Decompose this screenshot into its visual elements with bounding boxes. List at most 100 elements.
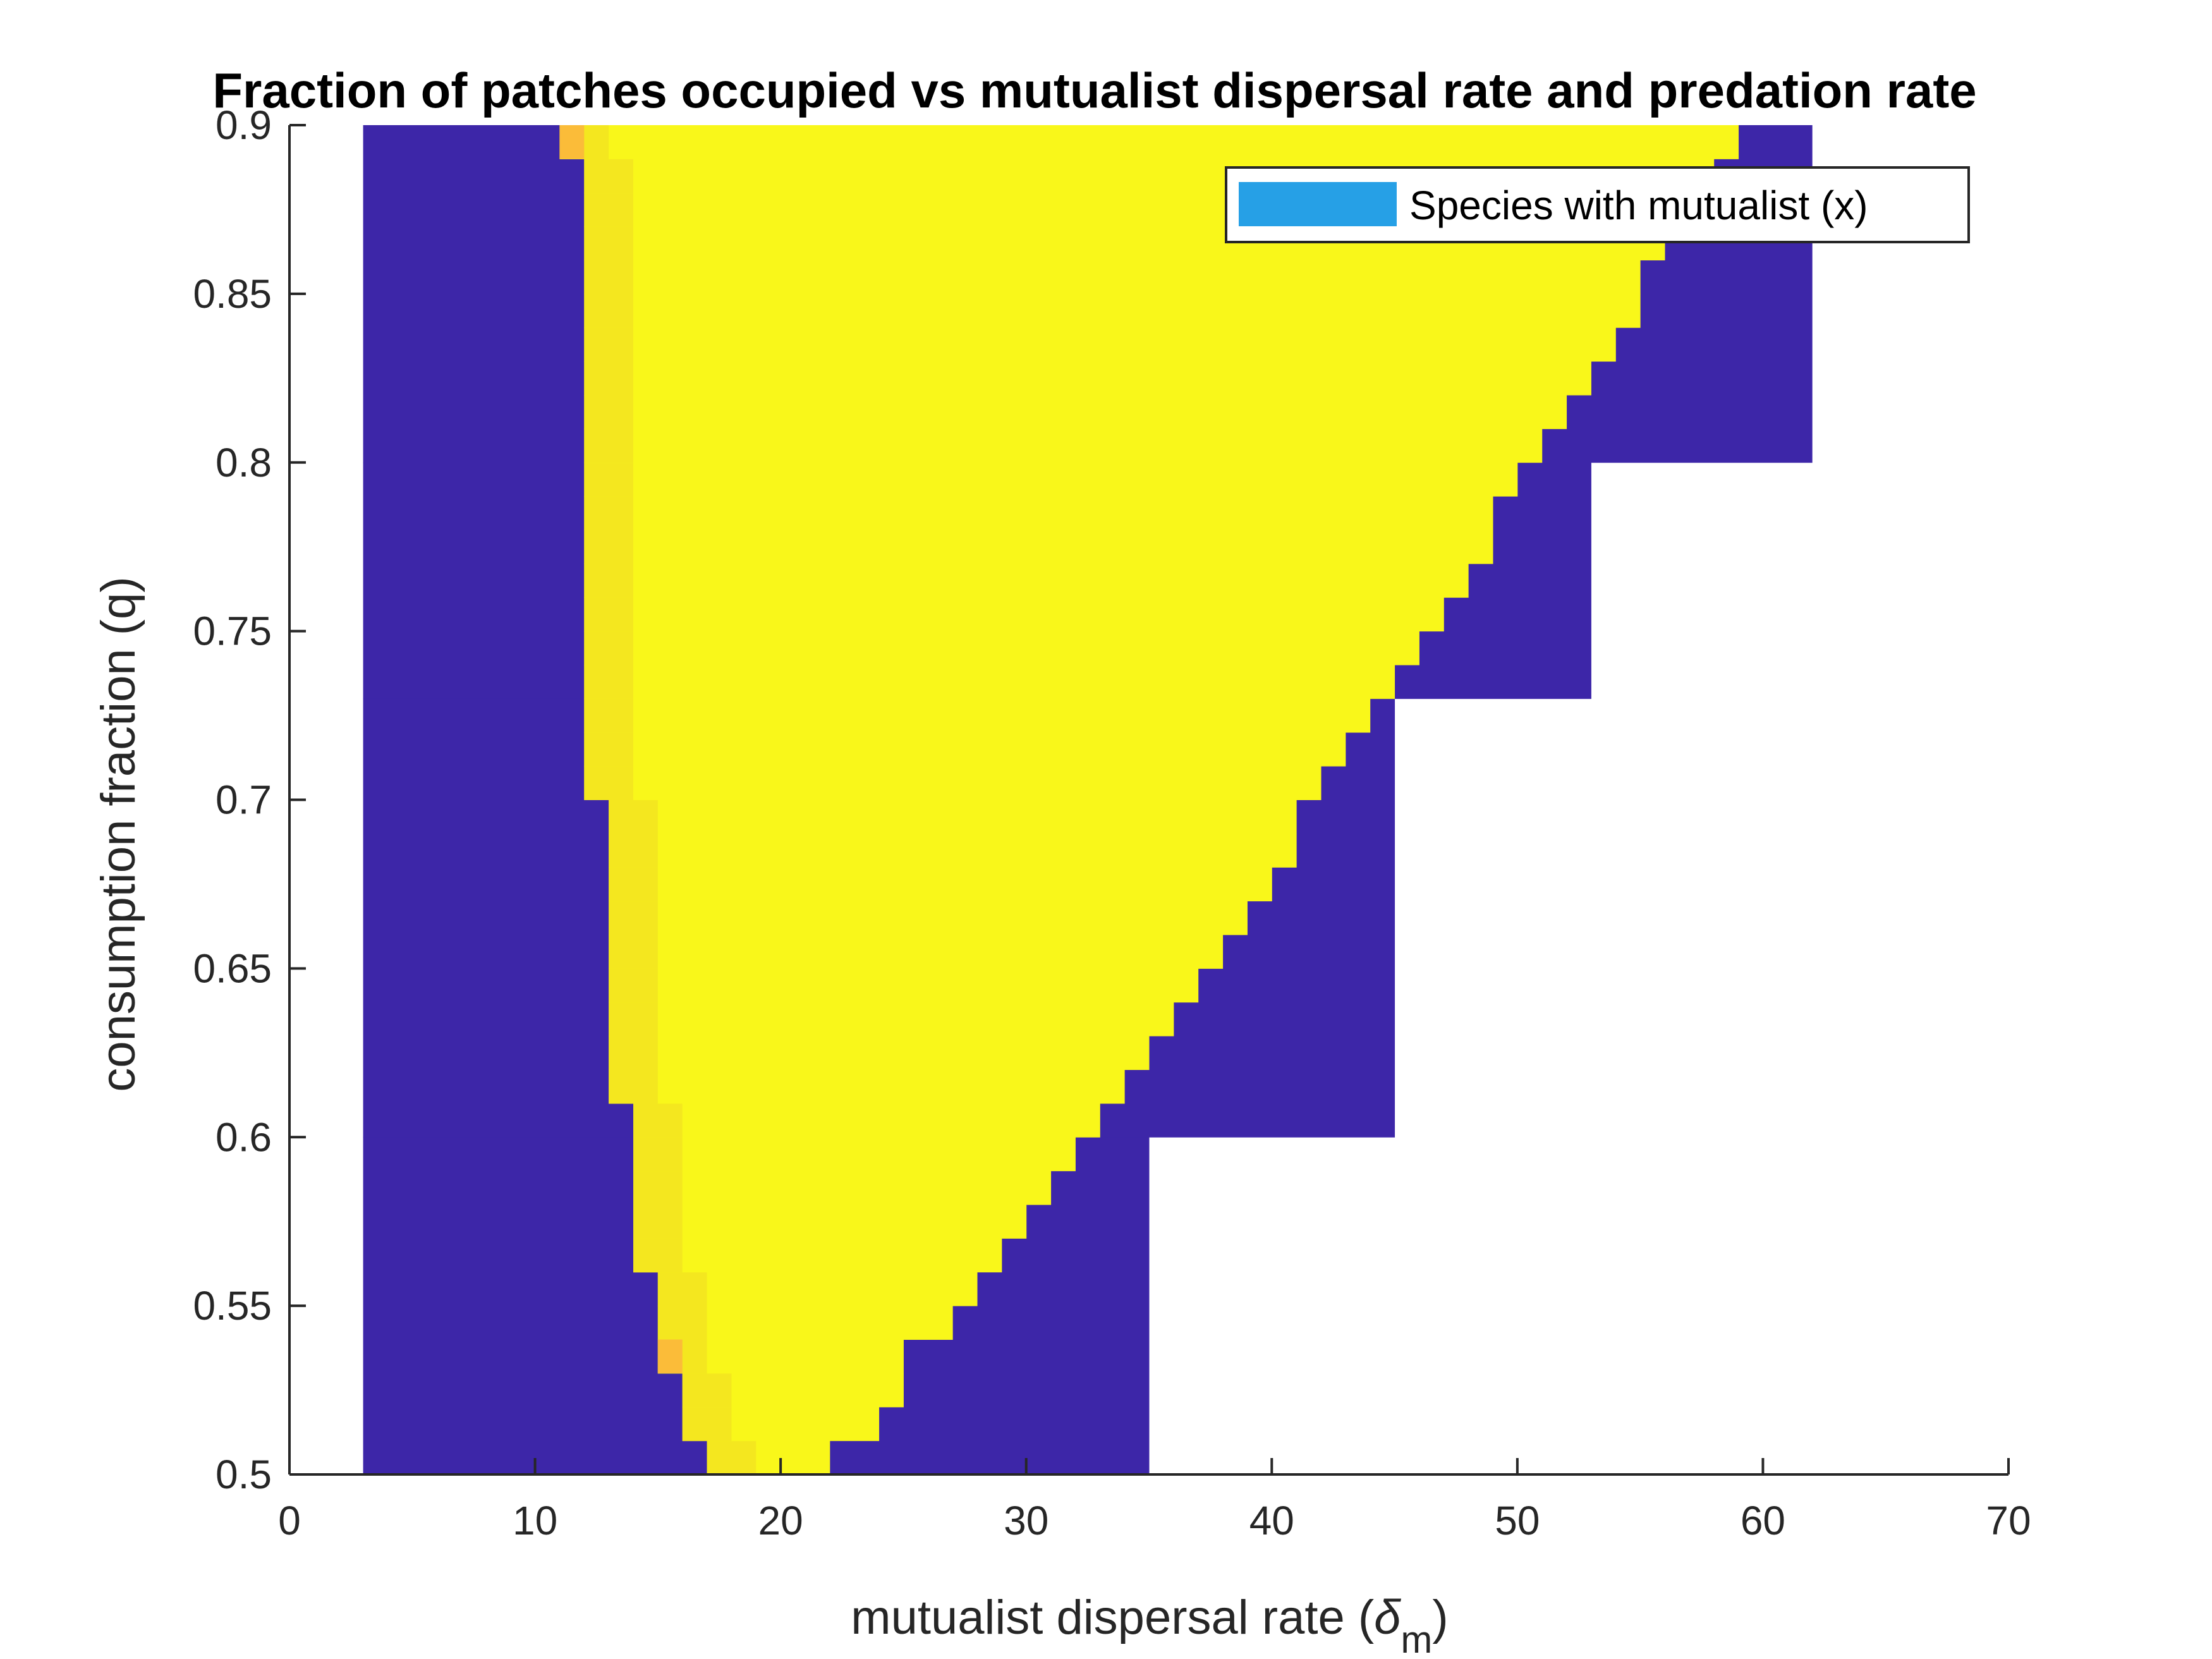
y-tick-label: 0.7 <box>216 777 272 823</box>
heatmap-cell-near-one <box>609 935 658 969</box>
heatmap-cell-near-one <box>657 1306 707 1340</box>
heatmap-row-occupied <box>609 1069 1125 1104</box>
heatmap-row-occupied <box>633 1205 1027 1239</box>
x-axis-label-subscript: m <box>1401 1619 1432 1659</box>
heatmap-cell-near-one <box>584 665 633 699</box>
heatmap-cell-near-one <box>682 1407 732 1442</box>
heatmap-cell-near-one <box>609 867 658 902</box>
heatmap-cell-near-one <box>584 226 633 260</box>
x-axis-label-symbol: δ <box>1374 1591 1401 1644</box>
heatmap-cell-near-one <box>584 563 633 598</box>
x-tick-label: 40 <box>1249 1498 1294 1543</box>
heatmap-cell-near-one <box>633 1103 683 1138</box>
heatmap-row-occupied <box>609 901 1248 935</box>
heatmap-row-occupied <box>584 597 1444 632</box>
heatmap-row-occupied <box>584 631 1419 665</box>
heatmap-cell-near-one <box>584 732 633 767</box>
heatmap-cell-near-one <box>633 1238 683 1273</box>
heatmap-row-occupied <box>584 698 1371 733</box>
chart-title: Fraction of patches occupied vs mutualis… <box>212 63 1976 118</box>
heatmap-cell-near-one <box>609 901 658 935</box>
heatmap-row-occupied <box>584 361 1591 396</box>
heatmap-row-occupied <box>584 327 1616 362</box>
heatmap-cell-near-one <box>584 597 633 632</box>
legend-swatch <box>1239 182 1397 226</box>
heatmap-cell-near-one <box>584 698 633 733</box>
heatmap-cell-partial <box>657 1339 683 1373</box>
heatmap-row-occupied <box>584 665 1395 699</box>
y-tick-label: 0.9 <box>216 102 272 148</box>
heatmap-cell-near-one <box>682 1373 732 1407</box>
heatmap-row-occupied <box>584 530 1493 564</box>
y-tick-label: 0.5 <box>216 1452 272 1497</box>
heatmap-row-occupied <box>584 766 1322 800</box>
heatmap-cell-near-one <box>633 1170 683 1205</box>
heatmap-cell-near-one <box>609 968 658 1003</box>
heatmap-cell-near-one <box>609 1036 658 1070</box>
heatmap-row-occupied <box>633 1170 1052 1205</box>
heatmap-cell-near-one <box>584 631 633 665</box>
heatmap-row-occupied <box>584 395 1567 429</box>
x-tick-label: 70 <box>1986 1498 2031 1543</box>
y-tick-label: 0.75 <box>193 609 272 654</box>
heatmap-row-occupied <box>584 462 1518 497</box>
heatmap-cell-near-one <box>633 1205 683 1239</box>
y-ticks: 0.5 0.55 0.6 0.65 0.7 0.75 0.8 0.85 0.9 <box>193 102 306 1497</box>
heatmap-row-occupied <box>584 732 1346 767</box>
x-axis-label: mutualist dispersal rate (δm) <box>851 1591 1448 1659</box>
heatmap-row-occupied <box>609 867 1272 902</box>
heatmap-cell-near-one <box>584 428 633 463</box>
heatmap-cell-near-one <box>584 530 633 564</box>
heatmap-cell-near-one <box>584 496 633 530</box>
heatmap-row-occupied <box>657 1306 953 1340</box>
heatmap-cell-near-one <box>609 833 658 868</box>
heatmap-row-occupied <box>584 563 1469 598</box>
x-axis-label-close: ) <box>1432 1591 1448 1644</box>
heatmap-cell-near-one <box>584 293 633 328</box>
x-tick-label: 0 <box>278 1498 301 1543</box>
x-tick-label: 30 <box>1004 1498 1048 1543</box>
heatmap-cell-near-one <box>609 1002 658 1036</box>
heatmap-row-occupied <box>609 935 1224 969</box>
heatmap-row-occupied <box>609 799 1297 834</box>
heatmap-cell-near-one <box>584 159 633 193</box>
heatmap-cell-near-one <box>584 361 633 396</box>
heatmap-row-occupied <box>633 1103 1100 1138</box>
heatmap-row-occupied <box>609 1002 1174 1036</box>
heatmap-row-occupied <box>584 260 1641 295</box>
heatmap-cell-near-one <box>609 1069 658 1104</box>
heatmap-cell-near-one <box>584 192 633 227</box>
heatmap-cell-near-one <box>584 462 633 497</box>
x-tick-label: 20 <box>758 1498 803 1543</box>
heatmap-row-occupied <box>584 293 1641 328</box>
x-tick-label: 50 <box>1495 1498 1540 1543</box>
heatmap-row-occupied <box>609 1036 1150 1070</box>
heatmap-row-occupied <box>559 125 1739 159</box>
x-axis-label-text: mutualist dispersal rate ( <box>851 1591 1374 1644</box>
x-tick-label: 60 <box>1741 1498 1785 1543</box>
heatmap-row-occupied <box>657 1272 978 1306</box>
heatmap-cell-near-one <box>584 327 633 362</box>
heatmap-cells <box>363 125 1813 1475</box>
heatmap-cell-near-one <box>657 1272 707 1306</box>
heatmap-cell-near-one <box>584 395 633 429</box>
x-tick-label: 10 <box>513 1498 557 1543</box>
heatmap-row-occupied <box>633 1137 1076 1172</box>
y-tick-label: 0.6 <box>216 1114 272 1160</box>
heatmap-row-occupied <box>609 968 1199 1003</box>
legend-label: Species with mutualist (x) <box>1409 183 1868 228</box>
x-ticks: 0 10 20 30 40 50 60 70 <box>278 1458 2031 1543</box>
y-tick-label: 0.55 <box>193 1283 272 1328</box>
heatmap-cell-near-one <box>707 1440 757 1475</box>
legend: Species with mutualist (x) <box>1225 166 1970 243</box>
y-tick-label: 0.8 <box>216 440 272 485</box>
y-tick-label: 0.65 <box>193 945 272 991</box>
heatmap-cell-near-one <box>584 766 633 800</box>
heatmap-cell-near-one <box>633 1137 683 1172</box>
y-tick-label: 0.85 <box>193 271 272 317</box>
heatmap-row-occupied <box>584 428 1543 463</box>
heatmap-row-occupied <box>633 1238 1002 1273</box>
heatmap-cell-partial <box>559 125 585 159</box>
heatmap-row-occupied <box>609 833 1297 868</box>
